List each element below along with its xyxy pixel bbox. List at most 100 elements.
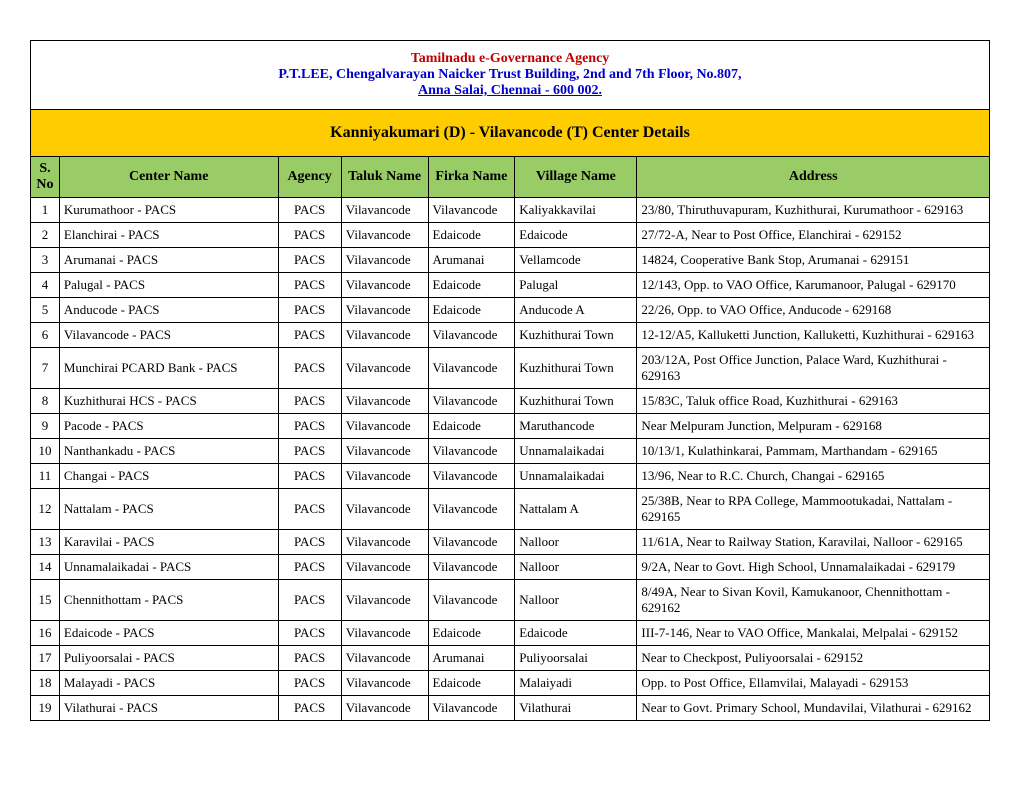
col-sno: S. No — [31, 157, 60, 198]
cell-firka: Vilavancode — [428, 348, 515, 389]
document-container: Tamilnadu e-Governance Agency P.T.LEE, C… — [30, 40, 990, 721]
cell-center: Vilavancode - PACS — [59, 323, 278, 348]
cell-firka: Edaicode — [428, 223, 515, 248]
cell-agency: PACS — [278, 580, 341, 621]
header-line2: P.T.LEE, Chengalvarayan Naicker Trust Bu… — [35, 67, 985, 83]
cell-village: Nalloor — [515, 530, 637, 555]
table-row: 11Changai - PACSPACSVilavancodeVilavanco… — [31, 464, 990, 489]
header-line3: Anna Salai, Chennai - 600 002. — [35, 83, 985, 99]
cell-agency: PACS — [278, 414, 341, 439]
cell-center: Anducode - PACS — [59, 298, 278, 323]
table-row: 10Nanthankadu - PACSPACSVilavancodeVilav… — [31, 439, 990, 464]
cell-address: 13/96, Near to R.C. Church, Changai - 62… — [637, 464, 990, 489]
cell-sno: 17 — [31, 646, 60, 671]
table-row: 7Munchirai PCARD Bank - PACSPACSVilavanc… — [31, 348, 990, 389]
cell-agency: PACS — [278, 223, 341, 248]
cell-taluk: Vilavancode — [341, 621, 428, 646]
table-row: 1Kurumathoor - PACSPACSVilavancodeVilava… — [31, 198, 990, 223]
cell-sno: 10 — [31, 439, 60, 464]
cell-address: 15/83C, Taluk office Road, Kuzhithurai -… — [637, 389, 990, 414]
cell-address: Near Melpuram Junction, Melpuram - 62916… — [637, 414, 990, 439]
cell-village: Vellamcode — [515, 248, 637, 273]
cell-village: Malaiyadi — [515, 671, 637, 696]
cell-sno: 12 — [31, 489, 60, 530]
cell-taluk: Vilavancode — [341, 389, 428, 414]
table-row: 12Nattalam - PACSPACSVilavancodeVilavanc… — [31, 489, 990, 530]
cell-address: 12/143, Opp. to VAO Office, Karumanoor, … — [637, 273, 990, 298]
cell-taluk: Vilavancode — [341, 248, 428, 273]
cell-agency: PACS — [278, 298, 341, 323]
cell-address: 27/72-A, Near to Post Office, Elanchirai… — [637, 223, 990, 248]
cell-firka: Vilavancode — [428, 323, 515, 348]
cell-agency: PACS — [278, 389, 341, 414]
cell-center: Nattalam - PACS — [59, 489, 278, 530]
cell-village: Kaliyakkavilai — [515, 198, 637, 223]
cell-village: Nalloor — [515, 580, 637, 621]
col-taluk: Taluk Name — [341, 157, 428, 198]
cell-address: Near to Checkpost, Puliyoorsalai - 62915… — [637, 646, 990, 671]
cell-taluk: Vilavancode — [341, 323, 428, 348]
cell-firka: Vilavancode — [428, 464, 515, 489]
cell-village: Palugal — [515, 273, 637, 298]
cell-firka: Arumanai — [428, 248, 515, 273]
cell-firka: Edaicode — [428, 273, 515, 298]
cell-address: 10/13/1, Kulathinkarai, Pammam, Marthand… — [637, 439, 990, 464]
cell-sno: 4 — [31, 273, 60, 298]
cell-address: 9/2A, Near to Govt. High School, Unnamal… — [637, 555, 990, 580]
cell-agency: PACS — [278, 530, 341, 555]
cell-sno: 3 — [31, 248, 60, 273]
cell-agency: PACS — [278, 696, 341, 721]
cell-firka: Edaicode — [428, 621, 515, 646]
cell-taluk: Vilavancode — [341, 348, 428, 389]
header-row: Tamilnadu e-Governance Agency P.T.LEE, C… — [31, 41, 990, 110]
cell-center: Chennithottam - PACS — [59, 580, 278, 621]
cell-address: 25/38B, Near to RPA College, Mammootukad… — [637, 489, 990, 530]
cell-address: 23/80, Thiruthuvapuram, Kuzhithurai, Kur… — [637, 198, 990, 223]
table-row: 2Elanchirai - PACSPACSVilavancodeEdaicod… — [31, 223, 990, 248]
cell-sno: 11 — [31, 464, 60, 489]
cell-address: 203/12A, Post Office Junction, Palace Wa… — [637, 348, 990, 389]
cell-village: Edaicode — [515, 223, 637, 248]
cell-firka: Edaicode — [428, 671, 515, 696]
cell-village: Kuzhithurai Town — [515, 389, 637, 414]
cell-village: Kuzhithurai Town — [515, 323, 637, 348]
cell-village: Kuzhithurai Town — [515, 348, 637, 389]
cell-firka: Vilavancode — [428, 580, 515, 621]
cell-taluk: Vilavancode — [341, 439, 428, 464]
cell-center: Pacode - PACS — [59, 414, 278, 439]
cell-center: Unnamalaikadai - PACS — [59, 555, 278, 580]
cell-center: Arumanai - PACS — [59, 248, 278, 273]
cell-center: Elanchirai - PACS — [59, 223, 278, 248]
cell-taluk: Vilavancode — [341, 198, 428, 223]
cell-sno: 9 — [31, 414, 60, 439]
cell-address: 22/26, Opp. to VAO Office, Anducode - 62… — [637, 298, 990, 323]
cell-center: Nanthankadu - PACS — [59, 439, 278, 464]
cell-agency: PACS — [278, 348, 341, 389]
header-line1: Tamilnadu e-Governance Agency — [35, 51, 985, 67]
cell-sno: 14 — [31, 555, 60, 580]
cell-firka: Vilavancode — [428, 530, 515, 555]
cell-address: Near to Govt. Primary School, Mundavilai… — [637, 696, 990, 721]
table-row: 4Palugal - PACSPACSVilavancodeEdaicodePa… — [31, 273, 990, 298]
cell-center: Malayadi - PACS — [59, 671, 278, 696]
table-row: 3Arumanai - PACSPACSVilavancodeArumanaiV… — [31, 248, 990, 273]
cell-center: Kurumathoor - PACS — [59, 198, 278, 223]
cell-sno: 2 — [31, 223, 60, 248]
cell-agency: PACS — [278, 273, 341, 298]
cell-village: Maruthancode — [515, 414, 637, 439]
cell-village: Vilathurai — [515, 696, 637, 721]
cell-firka: Vilavancode — [428, 489, 515, 530]
cell-center: Puliyoorsalai - PACS — [59, 646, 278, 671]
table-row: 15Chennithottam - PACSPACSVilavancodeVil… — [31, 580, 990, 621]
cell-taluk: Vilavancode — [341, 696, 428, 721]
cell-agency: PACS — [278, 555, 341, 580]
cell-center: Munchirai PCARD Bank - PACS — [59, 348, 278, 389]
table-row: 5Anducode - PACSPACSVilavancodeEdaicodeA… — [31, 298, 990, 323]
column-header-row: S. No Center Name Agency Taluk Name Firk… — [31, 157, 990, 198]
cell-village: Nalloor — [515, 555, 637, 580]
cell-firka: Vilavancode — [428, 198, 515, 223]
cell-sno: 5 — [31, 298, 60, 323]
cell-village: Anducode A — [515, 298, 637, 323]
cell-taluk: Vilavancode — [341, 646, 428, 671]
cell-taluk: Vilavancode — [341, 464, 428, 489]
